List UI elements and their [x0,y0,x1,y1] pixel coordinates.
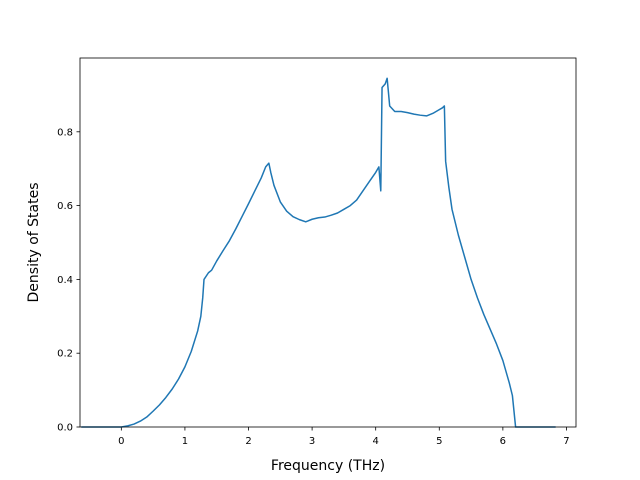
x-tick-label: 5 [436,436,442,447]
x-tick-label: 3 [309,436,315,447]
y-axis-label: Density of States [26,183,42,303]
x-tick-label: 2 [245,436,251,447]
plot-frame [79,57,577,428]
y-tick-label: 0.2 [57,349,73,360]
y-tick-label: 0.0 [57,423,73,434]
x-axis-label: Frequency (THz) [271,458,385,474]
x-tick-label: 1 [182,436,188,447]
x-tick-label: 4 [373,436,379,447]
x-ticks: 0 1 2 3 4 5 6 7 [118,427,570,447]
x-tick-label: 6 [500,436,506,447]
series-group [81,77,556,428]
y-tick-label: 0.6 [57,201,73,212]
y-tick-label: 0.4 [57,275,73,286]
dos-series-line [81,77,556,428]
x-tick-label: 7 [563,436,569,447]
y-tick-label: 0.8 [57,127,73,138]
y-ticks: 0.0 0.2 0.4 0.6 0.8 [57,127,80,434]
x-tick-label: 0 [118,436,124,447]
